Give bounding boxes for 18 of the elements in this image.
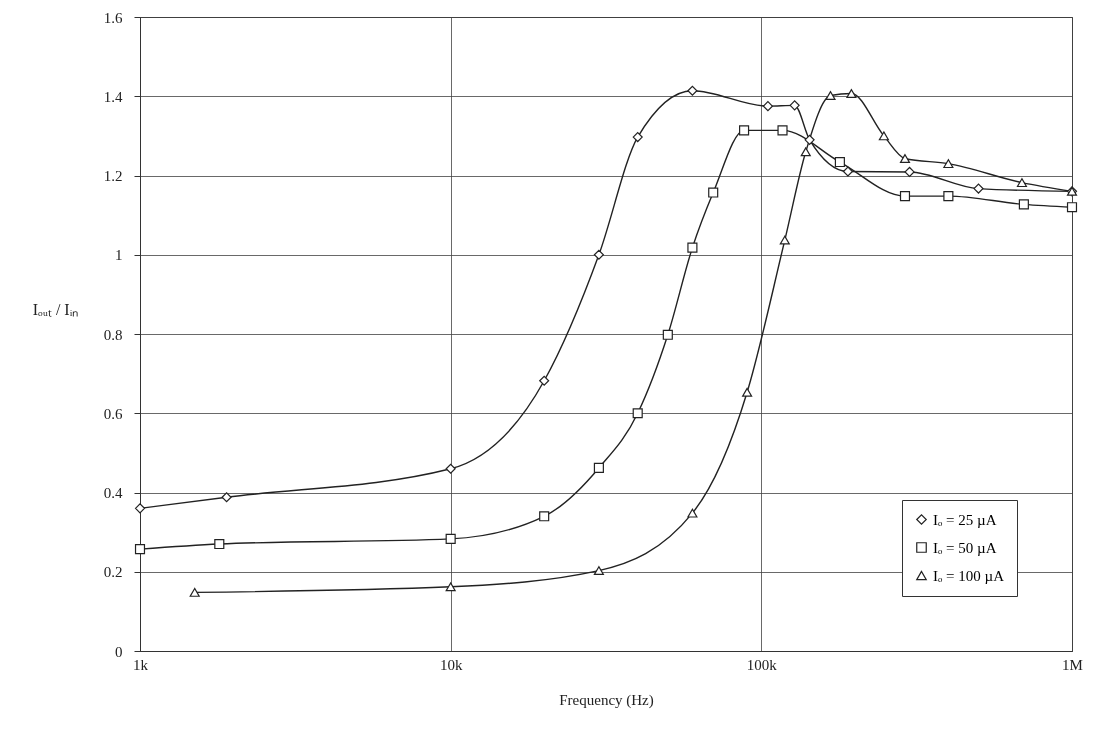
y-tick-label: 1.2 [103, 168, 123, 184]
y-tick-label: 0.8 [103, 326, 123, 343]
x-tick-label: 1M [1062, 656, 1083, 673]
y-tick-label: 0 [115, 643, 123, 660]
legend-label: Iₒ = 50 µA [933, 539, 997, 556]
x-axis-title: Frequency (Hz) [559, 691, 654, 709]
y-tick-label: 1 [115, 247, 123, 264]
y-tick-label: 0.6 [103, 405, 123, 422]
y-tick-label: 1.6 [103, 9, 123, 26]
y-tick-label: 1.4 [103, 88, 123, 105]
x-tick-label: 1k [133, 656, 149, 673]
x-tick-label: 10k [439, 656, 463, 673]
y-tick-label: 0.4 [103, 485, 123, 501]
legend-label: Iₒ = 100 µA [933, 567, 1005, 584]
x-tick-label: 100k [746, 656, 778, 673]
legend-label: Iₒ = 25 µA [933, 511, 997, 528]
y-axis-title: Iₒᵤₜ / Iᵢₙ [32, 300, 79, 318]
y-tick-label: 0.2 [103, 564, 123, 581]
